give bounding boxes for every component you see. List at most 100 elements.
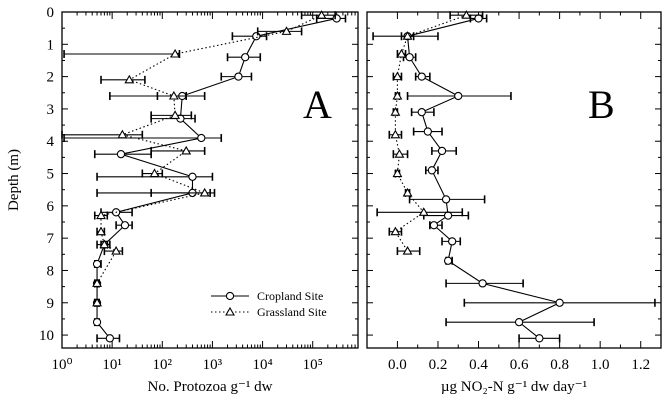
x-tick-label: 0.8 — [550, 357, 569, 373]
y-tick-label: 5 — [47, 167, 55, 183]
data-point — [316, 10, 327, 19]
data-point — [390, 226, 401, 236]
data-point — [437, 146, 447, 156]
data-point — [390, 129, 401, 139]
x-tick-label: 10⁰ — [51, 357, 72, 373]
data-point — [149, 168, 160, 178]
x-tick-label: 10⁴ — [252, 357, 272, 373]
data-point — [535, 334, 544, 343]
panel-letter: B — [588, 82, 615, 127]
series-0 — [400, 14, 656, 343]
plot-frame — [366, 11, 662, 349]
data-point — [116, 150, 126, 159]
x-tick-label: 0.2 — [429, 357, 448, 373]
series-1 — [61, 10, 336, 307]
panel-letter: A — [303, 82, 332, 127]
data-point — [443, 211, 453, 220]
data-point — [390, 107, 401, 116]
data-point — [405, 53, 414, 62]
data-point — [396, 48, 407, 58]
legend-marker-cropland — [225, 291, 235, 301]
x-tick-label: 1.0 — [591, 357, 610, 373]
data-point — [170, 48, 181, 58]
x-tick-label: 10³ — [203, 357, 223, 373]
data-point — [417, 72, 426, 81]
x-axis-title: µg NO₂-N g⁻¹ dw day⁻¹ — [441, 379, 587, 395]
x-tick-label: 0.4 — [469, 357, 488, 373]
y-tick-label: 0 — [47, 5, 55, 21]
data-point — [392, 90, 403, 100]
data-point — [555, 298, 564, 307]
data-point — [188, 172, 197, 181]
data-point — [454, 91, 463, 101]
data-point — [241, 53, 250, 62]
series-1 — [372, 10, 484, 256]
data-point — [252, 32, 261, 41]
data-point — [96, 226, 106, 236]
data-point — [392, 168, 403, 178]
y-tick-label: 2 — [47, 70, 55, 86]
legend-label-cropland: Cropland Site — [257, 289, 323, 303]
data-point — [478, 279, 487, 288]
data-point — [474, 14, 483, 23]
series-line — [96, 14, 322, 303]
data-point — [170, 110, 181, 119]
legend-label-grassland: Grassland Site — [257, 305, 327, 319]
data-point — [168, 90, 179, 100]
y-tick-label: 9 — [47, 296, 55, 312]
x-tick-label: 0.6 — [510, 357, 529, 373]
data-point — [392, 71, 403, 81]
x-tick-label: 10² — [153, 357, 173, 373]
series-line — [406, 17, 562, 339]
data-point — [332, 14, 341, 23]
data-point — [402, 245, 413, 255]
y-tick-label: 7 — [47, 231, 55, 247]
legend-marker-grassland — [225, 306, 235, 316]
data-point — [92, 318, 102, 327]
data-point — [105, 334, 114, 343]
data-point — [418, 207, 429, 216]
data-point — [181, 145, 192, 155]
data-point — [394, 149, 405, 158]
y-tick-label: 4 — [47, 134, 55, 150]
data-point — [92, 259, 102, 269]
data-point — [417, 108, 426, 117]
y-tick-label: 1 — [47, 37, 55, 53]
y-tick-label: 10 — [39, 328, 54, 344]
data-point — [120, 221, 130, 230]
y-tick-label: 3 — [47, 102, 55, 118]
panel-a: 0 1 2 3 4 5 6 7 8 9 10 10⁰ 10¹ 10² 10³ 10⁴ 10⁵ No. Protoz… — [6, 5, 359, 395]
data-point — [199, 187, 210, 197]
data-point — [429, 221, 439, 230]
data-point — [461, 10, 472, 19]
y-tick-label: 6 — [47, 199, 55, 215]
legend: Cropland Site Grassland Site — [211, 289, 327, 319]
data-point — [441, 195, 451, 204]
data-point — [92, 278, 102, 287]
x-axis-title: No. Protozoa g⁻¹ dw — [148, 379, 273, 395]
x-tick-label: 10¹ — [102, 357, 122, 373]
data-point — [96, 210, 106, 220]
x-tick-label: 1.2 — [631, 357, 650, 373]
data-point — [443, 256, 453, 265]
y-tick-label: 8 — [47, 263, 55, 279]
x-tick-label: 10⁵ — [303, 357, 323, 373]
data-point — [92, 297, 102, 307]
data-point — [117, 129, 128, 139]
data-point — [124, 74, 135, 84]
panel-b: 0.0 0.2 0.4 0.6 0.8 1.0 1.2 µg NO₂-N g⁻¹ dw day… — [366, 10, 662, 395]
data-point — [402, 31, 413, 40]
data-point — [514, 318, 524, 327]
data-point — [423, 127, 432, 136]
data-point — [111, 245, 122, 255]
x-tick-label: 0.0 — [388, 357, 407, 373]
data-point — [281, 26, 292, 35]
data-point — [427, 166, 437, 175]
data-point — [234, 72, 243, 81]
data-point — [99, 239, 110, 249]
y-axis-title: Depth (m) — [6, 149, 22, 211]
data-point — [402, 187, 413, 197]
data-point — [448, 237, 457, 246]
data-point — [197, 133, 206, 143]
